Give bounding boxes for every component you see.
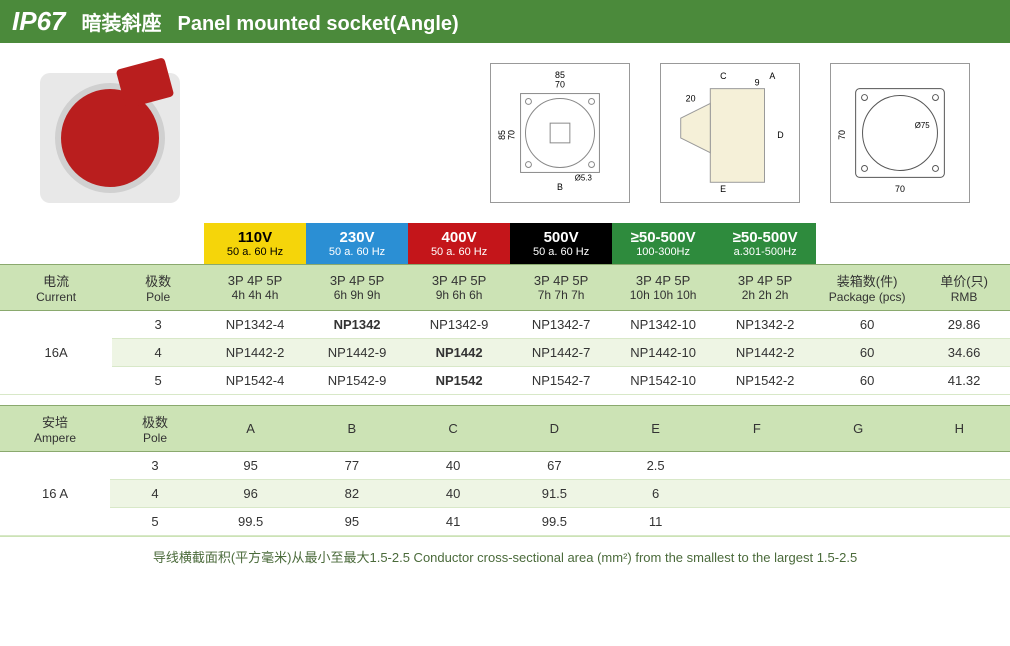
model-cell: NP1542-7	[510, 367, 612, 395]
pole-cell: 3	[112, 311, 204, 339]
dim-cell: 40	[403, 452, 504, 480]
pole-cell: 5	[112, 367, 204, 395]
svg-text:20: 20	[686, 93, 696, 103]
dim-cell	[909, 452, 1010, 480]
svg-text:E: E	[720, 184, 726, 194]
pole-cell: 4	[110, 480, 200, 508]
column-header-row: 电流Current 极数Pole 3P 4P 5P4h 4h 4h 3P 4P …	[0, 265, 1010, 311]
pole-cell: 3	[110, 452, 200, 480]
dim-cell: 99.5	[200, 508, 301, 536]
dim-cell: 99.5	[504, 508, 605, 536]
current-cell: 16A	[0, 311, 112, 395]
header-bar: IP67 暗装斜座 Panel mounted socket(Angle)	[0, 0, 1010, 43]
price-cell: 34.66	[918, 339, 1010, 367]
ampere-cell: 16 A	[0, 452, 110, 536]
svg-text:C: C	[720, 71, 727, 81]
model-cell: NP1542-9	[306, 367, 408, 395]
dim-cell: 95	[301, 508, 402, 536]
svg-text:B: B	[557, 182, 563, 192]
dim-cell: 82	[301, 480, 402, 508]
svg-text:Ø5.3: Ø5.3	[575, 173, 593, 182]
model-cell: NP1342-4	[204, 311, 306, 339]
dim-cell: 67	[504, 452, 605, 480]
model-cell: NP1542-10	[612, 367, 714, 395]
spec-table-2: 安培Ampere 极数Pole AB CD EF GH 16 A39577406…	[0, 405, 1010, 536]
dim-cell: 11	[605, 508, 706, 536]
product-photo	[20, 53, 200, 213]
dim-cell	[808, 452, 909, 480]
diagram-front: 85 70 85 70 B Ø5.3	[490, 63, 630, 203]
model-cell: NP1542-2	[714, 367, 816, 395]
svg-text:70: 70	[895, 184, 905, 194]
svg-text:85: 85	[555, 70, 565, 80]
svg-text:9: 9	[755, 78, 760, 88]
diagram-back: Ø75 70 70	[830, 63, 970, 203]
table-row: 496824091.56	[0, 480, 1010, 508]
price-cell: 29.86	[918, 311, 1010, 339]
tech-drawings: 85 70 85 70 B Ø5.3 A C 9 20 D E	[220, 63, 990, 203]
model-cell: NP1342-9	[408, 311, 510, 339]
model-cell: NP1542	[408, 367, 510, 395]
dim-cell: 96	[200, 480, 301, 508]
model-cell: NP1442-7	[510, 339, 612, 367]
pole-cell: 4	[112, 339, 204, 367]
model-cell: NP1442-2	[714, 339, 816, 367]
dim-cell: 77	[301, 452, 402, 480]
title-cn: 暗装斜座	[82, 7, 162, 36]
table-row: 16A3NP1342-4NP1342NP1342-9NP1342-7NP1342…	[0, 311, 1010, 339]
image-row: 85 70 85 70 B Ø5.3 A C 9 20 D E	[0, 43, 1010, 223]
dim-cell: 95	[200, 452, 301, 480]
dim-cell: 2.5	[605, 452, 706, 480]
footer-note: 导线横截面积(平方毫米)从最小至最大1.5-2.5 Conductor cros…	[0, 536, 1010, 576]
svg-text:70: 70	[555, 80, 565, 90]
model-cell: NP1442-9	[306, 339, 408, 367]
dim-cell	[706, 452, 807, 480]
pole-cell: 5	[110, 508, 200, 536]
dim-cell	[808, 480, 909, 508]
table-row: 4NP1442-2NP1442-9NP1442NP1442-7NP1442-10…	[0, 339, 1010, 367]
svg-text:85: 85	[497, 130, 507, 140]
package-cell: 60	[816, 339, 918, 367]
dim-cell	[706, 480, 807, 508]
dim-cell	[706, 508, 807, 536]
model-cell: NP1342	[306, 311, 408, 339]
table-row: 599.5954199.511	[0, 508, 1010, 536]
ip-rating: IP67	[12, 6, 66, 37]
model-cell: NP1542-4	[204, 367, 306, 395]
table-row: 16 A3957740672.5	[0, 452, 1010, 480]
svg-text:70: 70	[837, 130, 847, 140]
price-cell: 41.32	[918, 367, 1010, 395]
model-cell: NP1442-10	[612, 339, 714, 367]
title-en: Panel mounted socket(Angle)	[178, 13, 459, 36]
svg-text:A: A	[769, 71, 775, 81]
model-cell: NP1442-2	[204, 339, 306, 367]
dim-cell	[808, 508, 909, 536]
dim-cell: 40	[403, 480, 504, 508]
dim-cell	[909, 508, 1010, 536]
dim-cell: 41	[403, 508, 504, 536]
dim-cell	[909, 480, 1010, 508]
table-row: 5NP1542-4NP1542-9NP1542NP1542-7NP1542-10…	[0, 367, 1010, 395]
svg-text:D: D	[777, 130, 783, 140]
svg-text:Ø75: Ø75	[915, 121, 931, 130]
dim-cell: 91.5	[504, 480, 605, 508]
spec-table-1: 110V50 a. 60 Hz 230V50 a. 60 Hz 400V50 a…	[0, 223, 1010, 395]
dim-cell: 6	[605, 480, 706, 508]
model-cell: NP1342-10	[612, 311, 714, 339]
package-cell: 60	[816, 367, 918, 395]
model-cell: NP1342-7	[510, 311, 612, 339]
model-cell: NP1442	[408, 339, 510, 367]
package-cell: 60	[816, 311, 918, 339]
dim-header-row: 安培Ampere 极数Pole AB CD EF GH	[0, 406, 1010, 452]
svg-text:70: 70	[507, 130, 517, 140]
voltage-header-row: 110V50 a. 60 Hz 230V50 a. 60 Hz 400V50 a…	[0, 223, 1010, 265]
model-cell: NP1342-2	[714, 311, 816, 339]
diagram-side: A C 9 20 D E	[660, 63, 800, 203]
